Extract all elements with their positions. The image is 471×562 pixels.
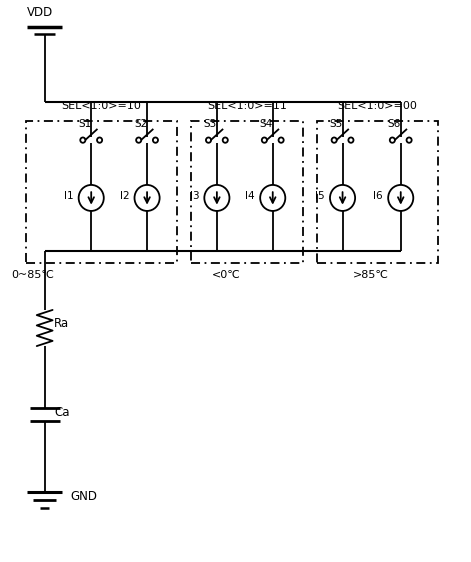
Text: Ca: Ca [54,406,70,419]
Text: SEL<1:0>=11: SEL<1:0>=11 [207,101,287,111]
Text: GND: GND [70,490,97,503]
Text: I6: I6 [374,191,383,201]
Text: I5: I5 [315,191,325,201]
Text: S5: S5 [330,119,343,129]
Text: SEL<1:0>=00: SEL<1:0>=00 [338,101,417,111]
Text: I4: I4 [245,191,255,201]
Text: >85℃: >85℃ [352,270,389,280]
Text: S6: S6 [388,119,401,129]
Text: SEL<1:0>=10: SEL<1:0>=10 [62,101,142,111]
Text: 0~85℃: 0~85℃ [12,270,55,280]
Text: Ra: Ra [54,316,69,330]
Text: I3: I3 [189,191,199,201]
Text: S3: S3 [204,119,217,129]
Text: <0℃: <0℃ [212,270,241,280]
Text: I1: I1 [64,191,73,201]
Text: S2: S2 [134,119,147,129]
Text: I2: I2 [120,191,130,201]
Text: S1: S1 [78,119,91,129]
Text: VDD: VDD [27,6,53,19]
Text: S4: S4 [260,119,273,129]
